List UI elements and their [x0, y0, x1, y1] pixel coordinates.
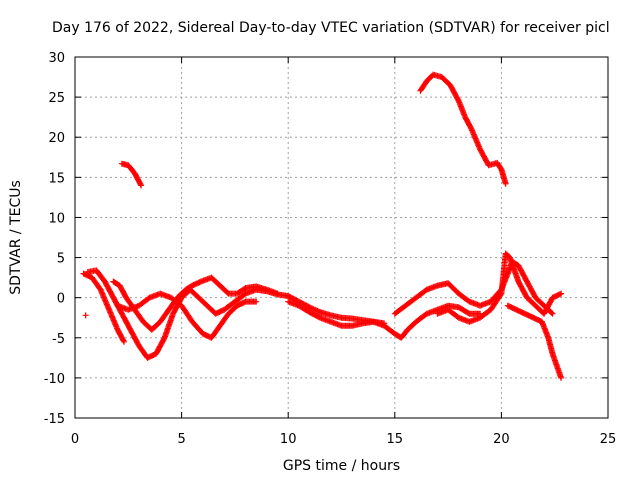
x-tick-label: 0: [71, 432, 79, 447]
data-point: [138, 182, 145, 189]
data-point: [314, 307, 321, 314]
y-tick-label: -10: [44, 372, 65, 387]
data-point: [313, 307, 320, 314]
series-track-f: [391, 258, 556, 317]
x-tick-label: 20: [493, 432, 510, 447]
data-point: [121, 338, 128, 345]
plot-frame: [74, 56, 609, 419]
data-point: [82, 312, 89, 319]
data-point: [253, 298, 260, 305]
y-tick-label: 5: [57, 252, 65, 267]
y-tick-label: -15: [44, 412, 65, 427]
series-track-h: [504, 302, 565, 381]
x-tick-label: 5: [177, 432, 185, 447]
y-tick-label: 30: [48, 51, 65, 66]
y-tick-label: -5: [52, 332, 65, 347]
series-track-j: [417, 71, 509, 187]
axis-ticks: 0 5 10 15 20 25 -15 -10 -5 0 5 10 15 20 25 30: [44, 51, 617, 447]
x-axis-label: GPS time / hours: [283, 458, 400, 474]
series-track-c: [110, 274, 281, 333]
x-tick-label: 10: [280, 432, 297, 447]
y-tick-label: 10: [48, 211, 65, 226]
y-tick-label: 15: [48, 171, 65, 186]
data-point: [558, 374, 565, 381]
y-tick-label: 25: [48, 91, 65, 106]
y-tick-label: 0: [57, 292, 65, 307]
x-tick-label: 15: [387, 432, 404, 447]
data-point: [502, 180, 509, 187]
data-point: [137, 181, 144, 188]
series-track-e: [285, 298, 484, 341]
series-track-b: [84, 267, 388, 361]
y-tick-label: 20: [48, 131, 65, 146]
data-point: [549, 310, 556, 317]
data-point: [274, 290, 281, 297]
data-point: [548, 309, 555, 316]
chart-title: Day 176 of 2022, Sidereal Day-to-day VTE…: [52, 20, 610, 36]
data-point: [315, 308, 322, 315]
data-point: [558, 290, 565, 297]
series-track-a: [80, 270, 128, 345]
series-isolated: [82, 312, 89, 319]
data-point: [497, 291, 504, 298]
data-series: [80, 71, 565, 381]
series-track-g: [434, 250, 565, 325]
y-axis-label: SDTVAR / TECUs: [8, 180, 24, 295]
grid-lines: [75, 57, 608, 418]
x-tick-label: 25: [600, 432, 617, 447]
series-track-i: [118, 160, 145, 189]
data-point: [120, 337, 127, 344]
series-track-d: [114, 290, 260, 341]
